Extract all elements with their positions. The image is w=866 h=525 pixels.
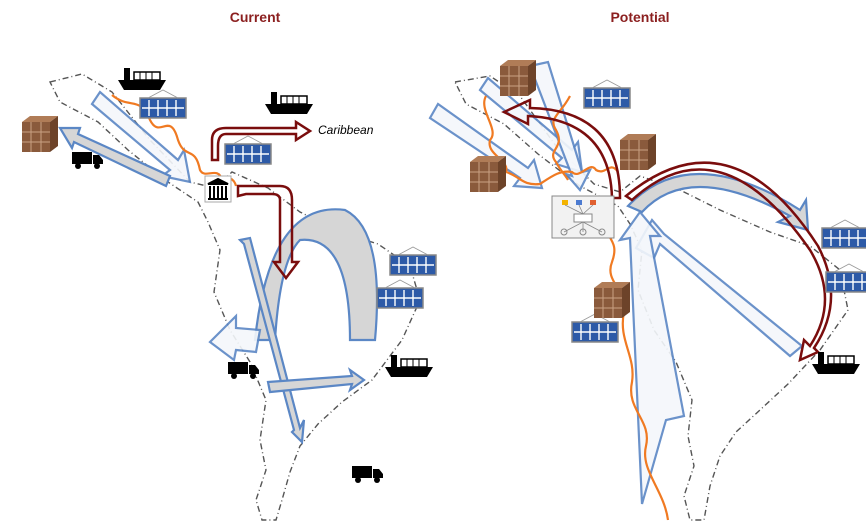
container-icon: [572, 314, 618, 342]
container-icon: [140, 90, 186, 118]
panel-title: Current: [230, 9, 281, 25]
container-icon: [826, 264, 866, 292]
container-icon: [822, 220, 866, 248]
potential-map: [430, 60, 866, 520]
current-map: Caribbean: [22, 68, 436, 520]
pallet-icon: [620, 134, 656, 170]
ship-icon: [265, 92, 313, 114]
pallet-icon: [500, 60, 536, 96]
port: [205, 176, 231, 202]
container-icon: [225, 136, 271, 164]
ship-icon: [385, 355, 433, 377]
container-icon: [584, 80, 630, 108]
annotation: Caribbean: [318, 123, 374, 137]
diagram: Current Potential Caribbean: [0, 0, 866, 525]
container-icon: [377, 280, 423, 308]
ship-icon: [812, 352, 860, 374]
pallet-icon: [594, 282, 630, 318]
truck-icon: [228, 362, 259, 379]
truck-icon: [352, 466, 383, 483]
flow-arrow: [255, 209, 377, 340]
container-icon: [390, 247, 436, 275]
panel-title: Potential: [610, 9, 669, 25]
flow-arrow: [210, 316, 260, 360]
ship-icon: [118, 68, 166, 90]
pallet-icon: [22, 116, 58, 152]
hub: [552, 196, 614, 238]
pallet-icon: [470, 156, 506, 192]
